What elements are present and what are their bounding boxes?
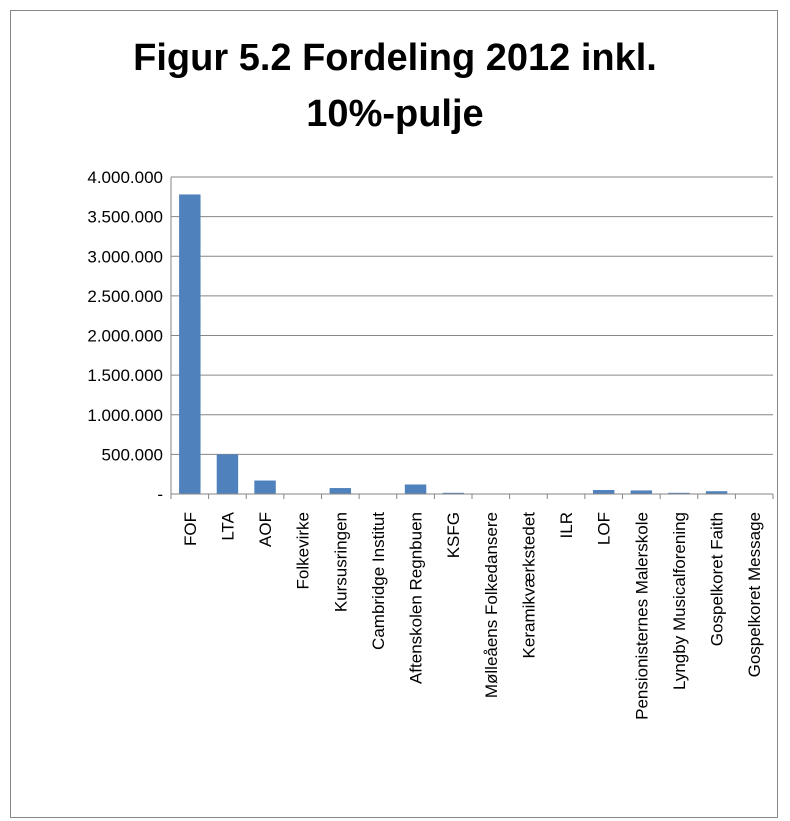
bar-kursusringen: [329, 488, 352, 494]
y-tick-label: 2.500.000: [87, 287, 163, 306]
bar-fof: [179, 194, 201, 494]
bar-lyngby-musicalforening: [668, 492, 690, 494]
x-tick-label: Lyngby Musicalforening: [670, 512, 689, 690]
x-tick-label: Gospelkoret Faith: [708, 512, 727, 646]
y-tick-label: 3.000.000: [87, 247, 163, 266]
x-tick-label: LOF: [595, 512, 614, 545]
axes: [170, 177, 774, 499]
y-tick-label: 2.000.000: [87, 327, 163, 346]
y-axis-tick-labels: - 500.000 1.000.000 1.500.000 2.000.000 2.500…: [87, 168, 163, 504]
x-tick-label: KSFG: [444, 512, 463, 558]
y-tick-label: 3.500.000: [87, 208, 163, 227]
bar-lof: [592, 490, 615, 494]
bar-aof: [254, 480, 276, 494]
chart-title: Figur 5.2 Fordeling 2012 inkl. 10%-pulje: [0, 30, 790, 142]
x-tick-label: AOF: [256, 512, 275, 547]
x-tick-label: Mølleåens Folkedansere: [482, 512, 501, 698]
x-tick-label: Keramikværkstedet: [519, 512, 538, 659]
y-tick-label: 1.500.000: [87, 366, 163, 385]
y-tick-label: -: [157, 485, 163, 504]
bar-aftenskolen-regnbuen: [404, 484, 427, 494]
x-tick-label: Gospelkoret Message: [745, 512, 764, 677]
x-tick-label: ILR: [557, 512, 576, 538]
y-tick-label: 4.000.000: [87, 168, 163, 187]
x-tick-label: Aftenskolen Regnbuen: [407, 512, 426, 684]
y-tick-label: 1.000.000: [87, 406, 163, 425]
x-tick-label: FOF: [181, 512, 200, 546]
chart-frame: [10, 10, 778, 818]
chart-title-line-1: Figur 5.2 Fordeling 2012 inkl.: [133, 37, 657, 79]
x-axis-tick-labels: FOF LTA AOF Folkevirke Kursusringen Cambridge…: [181, 511, 764, 720]
bars: [179, 194, 765, 494]
bar-lta: [216, 454, 239, 494]
x-tick-label: Folkevirke: [294, 512, 313, 589]
chart-title-line-2: 10%-pulje: [306, 93, 484, 135]
gridlines: [171, 176, 773, 455]
x-tick-label: Cambridge Institut: [369, 512, 388, 650]
bar-gospelkoret-faith: [705, 491, 728, 494]
bar-ksfg: [442, 492, 464, 494]
x-tick-label: LTA: [218, 511, 237, 540]
bar-pensionisternes-malerskole: [630, 490, 653, 494]
x-tick-label: Pensionisternes Malerskole: [632, 512, 651, 720]
x-tick-label: Kursusringen: [331, 512, 350, 612]
y-tick-label: 500.000: [102, 445, 163, 464]
